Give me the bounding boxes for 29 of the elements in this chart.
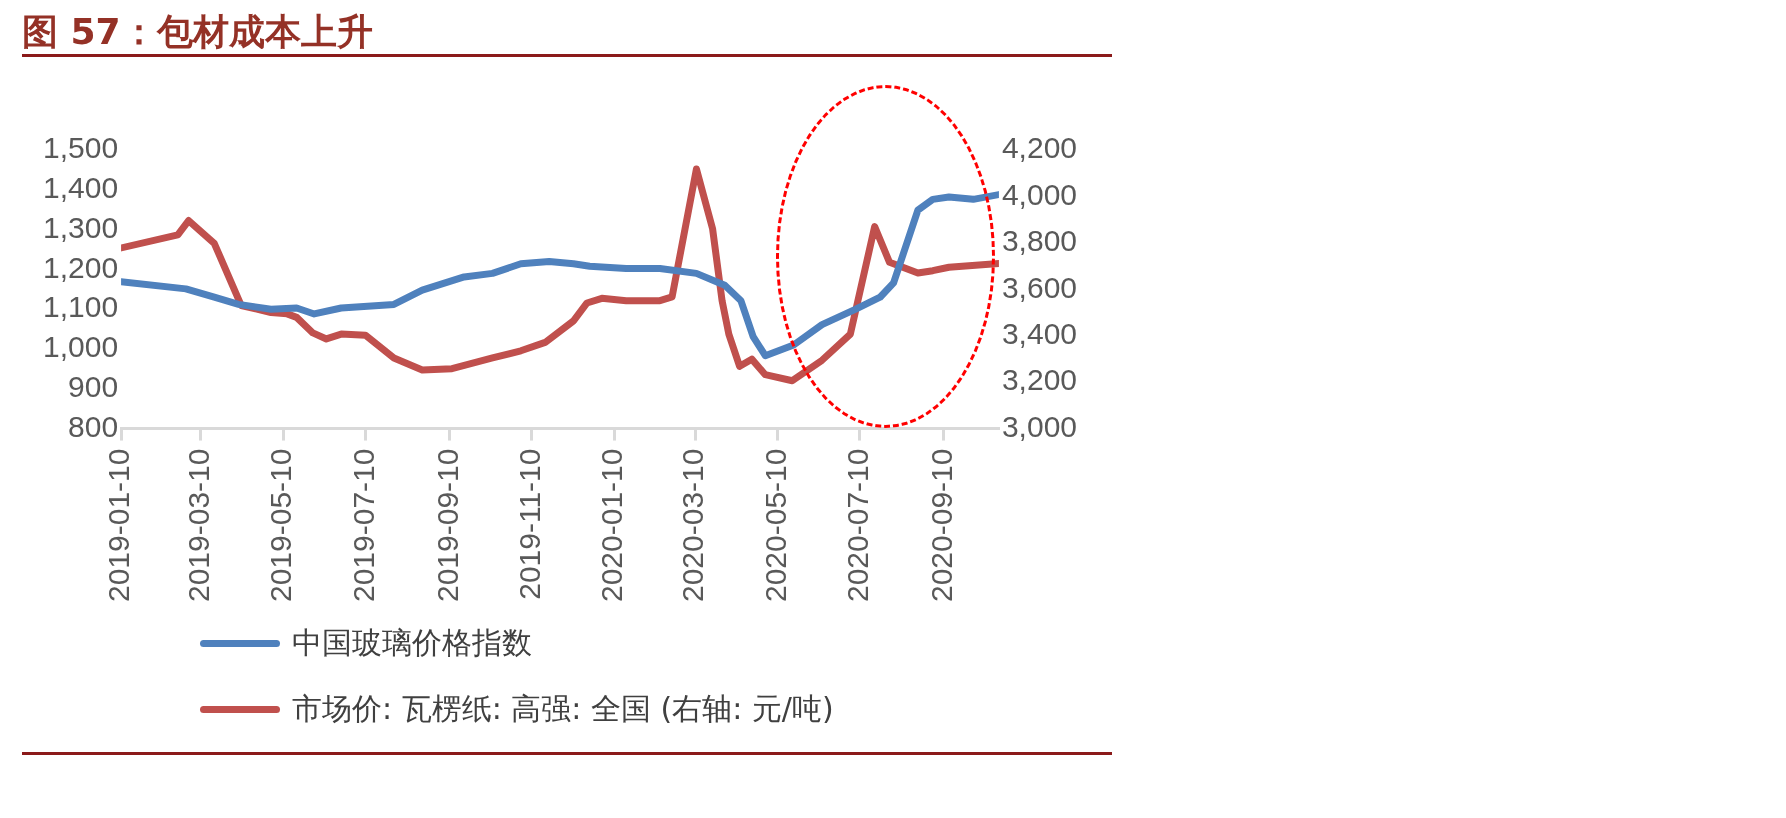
x-tick-label: 2019-01-10 xyxy=(102,448,136,603)
x-tick-label: 2019-09-10 xyxy=(430,448,464,603)
x-tick-label: 2020-05-10 xyxy=(758,448,792,603)
y-tick-label: 1,200 xyxy=(43,250,119,284)
y2-tick-label: 3,400 xyxy=(1001,316,1077,350)
legend-label: 中国玻璃价格指数 xyxy=(292,623,532,662)
y-tick-label: 1,300 xyxy=(43,210,119,244)
legend-label: 市场价: 瓦楞纸: 高强: 全国 (右轴: 元/吨) xyxy=(292,689,834,728)
x-tick-label: 2019-11-10 xyxy=(512,448,546,600)
y2-tick-label: 3,800 xyxy=(1001,224,1077,258)
y-tick-label: 1,400 xyxy=(43,171,119,205)
x-tick-label: 2020-07-10 xyxy=(841,448,875,603)
y2-tick-label: 3,200 xyxy=(1001,363,1077,397)
y-tick-label: 1,100 xyxy=(43,290,119,324)
y-tick-label: 900 xyxy=(68,370,119,404)
y2-tick-label: 4,000 xyxy=(1001,177,1077,211)
y-tick-label: 800 xyxy=(68,409,119,443)
x-tick-label: 2020-01-10 xyxy=(595,448,629,603)
x-tick-label: 2020-03-10 xyxy=(676,448,710,603)
chart-title: 图 57：包材成本上升 xyxy=(22,10,373,54)
y2-tick-label: 4,200 xyxy=(1001,131,1077,165)
y2-tick-label: 3,000 xyxy=(1001,409,1077,443)
x-tick-label: 2019-05-10 xyxy=(264,448,298,603)
y-tick-label: 1,500 xyxy=(43,131,119,165)
y-tick-label: 1,000 xyxy=(43,330,119,364)
x-tick-label: 2019-07-10 xyxy=(346,448,380,603)
x-tick-label: 2019-03-10 xyxy=(182,448,216,603)
x-tick-label: 2020-09-10 xyxy=(924,448,958,603)
y2-tick-label: 3,600 xyxy=(1001,270,1077,304)
